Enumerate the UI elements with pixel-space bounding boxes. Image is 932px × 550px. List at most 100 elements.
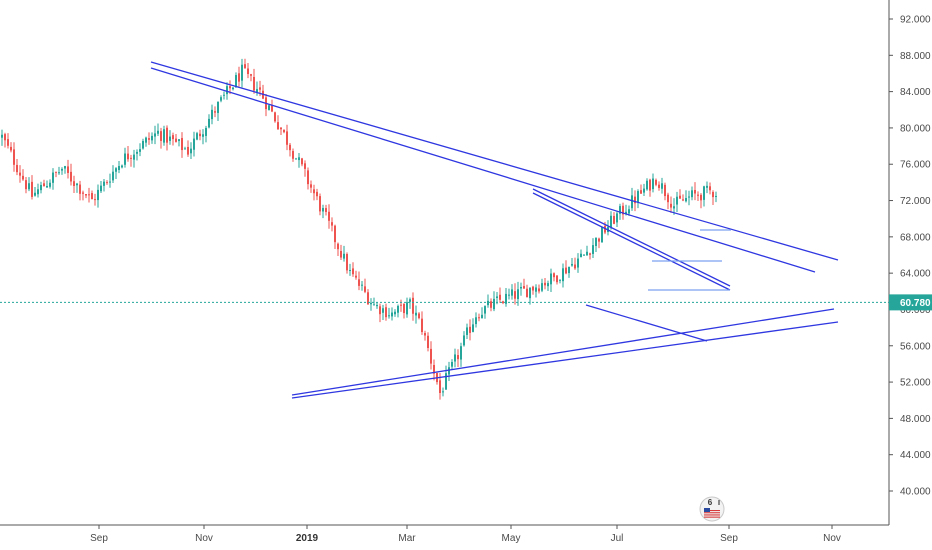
candle-body [199, 133, 201, 137]
last-price-tag: 60.780 [889, 294, 932, 311]
candle-body [58, 172, 60, 174]
time-axis[interactable]: Sep Nov 2019 Mar May Jul Sep Nov [90, 525, 841, 544]
candle-body [451, 361, 453, 367]
candle-body [46, 185, 48, 188]
candle-body [103, 181, 105, 186]
lower-support-line-1[interactable] [291, 308, 835, 396]
candle-body [448, 367, 450, 375]
candle-body [304, 163, 306, 169]
candle-body [100, 185, 102, 192]
candle-body [349, 269, 351, 271]
candle-body [646, 180, 648, 190]
candle-body [190, 148, 192, 154]
candle-body [271, 105, 273, 112]
candle-body [538, 288, 540, 292]
lower-support-line-2[interactable] [291, 321, 839, 399]
candle-body [529, 287, 531, 299]
upper-resistance-line-2[interactable] [150, 67, 816, 273]
candle-body [691, 190, 693, 198]
candle-body [613, 215, 615, 224]
candle-body [661, 183, 663, 189]
candle-body [274, 112, 276, 122]
time-tick-label: Sep [720, 533, 738, 544]
channel-bottom-line[interactable] [585, 304, 708, 342]
candle-body [391, 312, 393, 317]
candle-body [124, 153, 126, 165]
candle-body [655, 179, 657, 185]
candle-body [55, 171, 57, 173]
candle-body [514, 291, 516, 299]
candle-body [244, 64, 246, 68]
candle-body [67, 166, 69, 173]
candle-body [517, 289, 519, 300]
candle-body [52, 172, 54, 183]
candle-body [250, 74, 252, 76]
candle-body [466, 327, 468, 335]
candle-body [586, 251, 588, 256]
candle-body [532, 286, 534, 291]
inner-resistance-line-2[interactable] [532, 192, 731, 291]
candle-body [82, 192, 84, 194]
candle-body [496, 296, 498, 298]
candle-body [226, 86, 228, 95]
time-tick-label: Jul [611, 533, 624, 544]
candle-body [553, 273, 555, 278]
candle-body [238, 73, 240, 82]
candle-body [253, 76, 255, 91]
flag-stripe [704, 516, 720, 518]
candle-body [334, 225, 336, 243]
candle-body [133, 154, 135, 160]
inner-resistance-line-1[interactable] [532, 188, 731, 287]
candle-body [487, 300, 489, 306]
trendline-drawings[interactable] [150, 61, 839, 399]
upper-resistance-line-1[interactable] [150, 61, 839, 261]
candle-body [634, 196, 636, 204]
candle-body [643, 188, 645, 193]
candle-body [535, 287, 537, 292]
candle-body [541, 283, 543, 291]
candle-body [442, 391, 444, 393]
candle-body [175, 138, 177, 142]
candle-body [79, 184, 81, 194]
candle-body [598, 238, 600, 242]
watermark-badge-label: 6 [708, 498, 713, 507]
candle-body [370, 302, 372, 305]
price-axis[interactable]: 92.000 88.000 84.000 80.000 76.000 72.000 68.0… [889, 15, 931, 498]
candle-body [700, 194, 702, 201]
price-tick-label: 76.000 [900, 160, 931, 171]
candle-body [676, 196, 678, 205]
candle-body [454, 354, 456, 362]
candle-body [358, 279, 360, 286]
candle-body [637, 191, 639, 203]
candle-body [181, 138, 183, 151]
price-tick-label: 64.000 [900, 269, 931, 280]
candle-body [322, 208, 324, 212]
time-tick-label: 2019 [296, 533, 319, 544]
candle-body [376, 305, 378, 307]
candle-body [388, 315, 390, 317]
candle-body [163, 129, 165, 143]
candle-body [286, 131, 288, 145]
candle-body [361, 284, 363, 286]
candle-body [16, 164, 18, 173]
price-tick-label: 60.000 [900, 305, 931, 316]
candle-body [379, 306, 381, 315]
candle-body [295, 158, 297, 160]
price-tag-label: 60.780 [900, 298, 931, 309]
price-tick-label: 56.000 [900, 341, 931, 352]
candle-body [475, 317, 477, 325]
candle-body [589, 253, 591, 255]
candle-body [319, 196, 321, 212]
candle-body [706, 185, 708, 188]
candle-body [118, 166, 120, 170]
candle-body [325, 208, 327, 212]
candle-body [583, 254, 585, 256]
candle-body [709, 186, 711, 191]
candle-body [316, 191, 318, 197]
candle-body [574, 264, 576, 269]
candle-body [277, 122, 279, 130]
candle-body [427, 335, 429, 349]
candle-body [172, 135, 174, 140]
candle-body [214, 111, 216, 113]
